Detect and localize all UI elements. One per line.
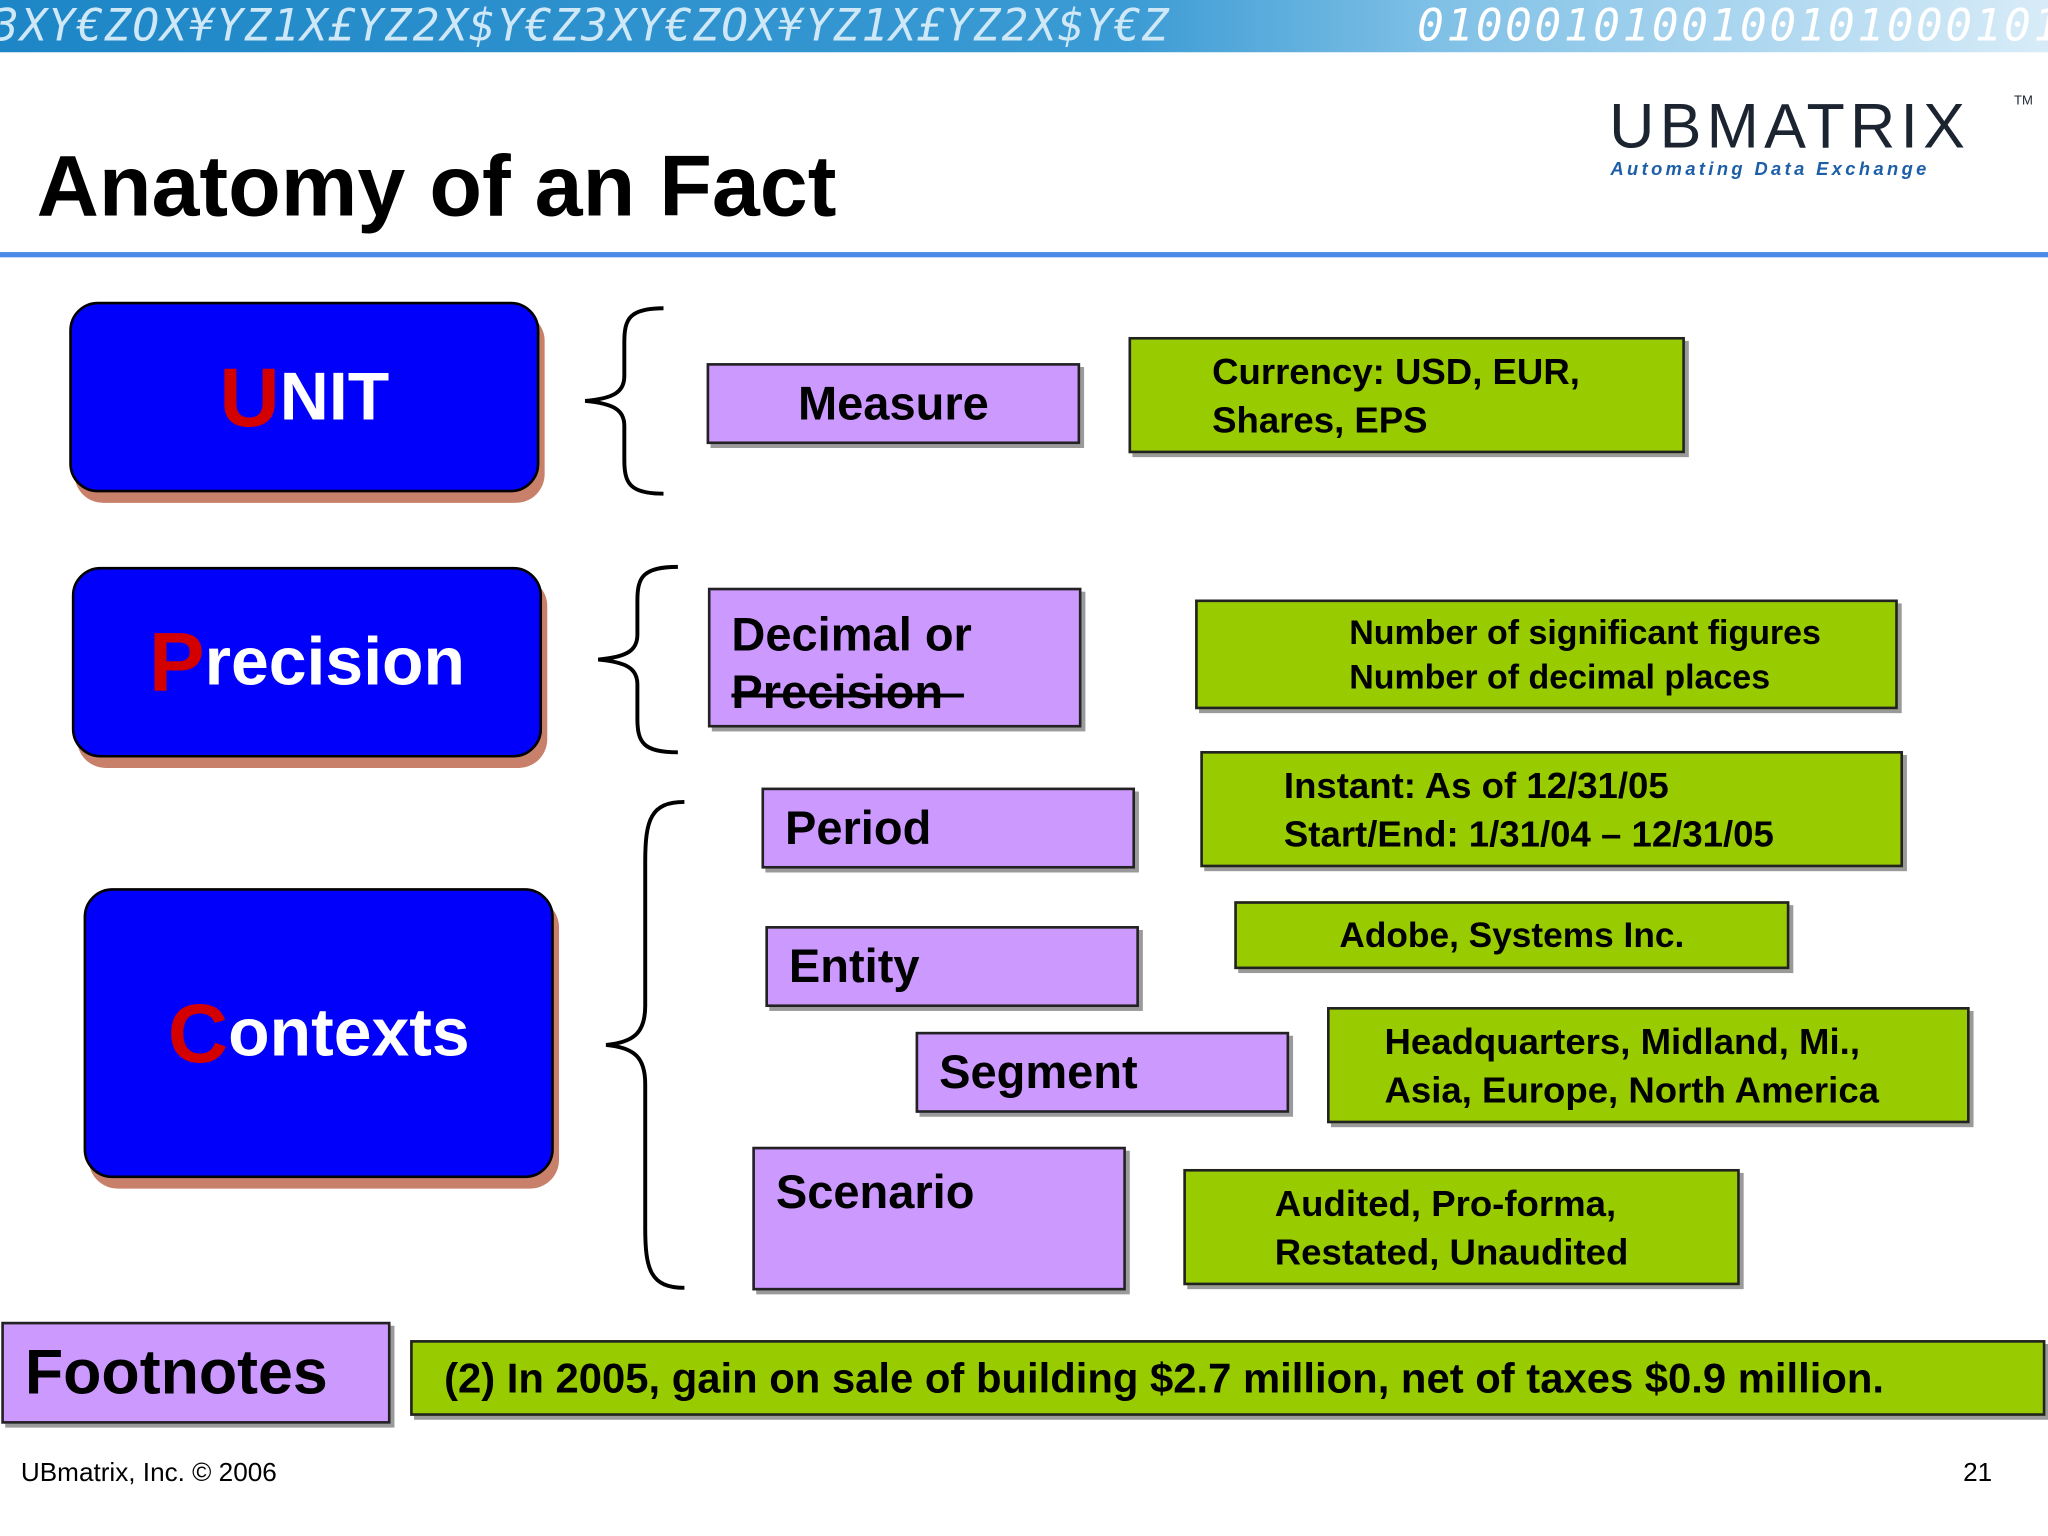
- category-rest: ontexts: [228, 995, 470, 1072]
- example-period: Instant: As of 12/31/05 Start/End: 1/31/…: [1200, 751, 1904, 868]
- brace-precision: [598, 564, 678, 755]
- property-entity: Entity: [765, 926, 1139, 1008]
- company-logo: UBMATRIX: [1609, 92, 1971, 162]
- example-line: Start/End: 1/31/04 – 12/31/05: [1283, 813, 1774, 854]
- category-rest: recision: [204, 624, 466, 701]
- category-initial: P: [148, 615, 205, 710]
- example-line: (2) In 2005, gain on sale of building $2…: [444, 1353, 1885, 1401]
- property-period: Period: [761, 787, 1136, 869]
- property-scenario: Scenario: [752, 1146, 1126, 1291]
- example-scenario: Audited, Pro-forma, Restated, Unaudited: [1183, 1168, 1740, 1286]
- example-line: Audited, Pro-forma,: [1274, 1182, 1617, 1224]
- logo-tagline: Automating Data Exchange: [1610, 158, 1930, 179]
- brace-unit: [584, 306, 664, 496]
- header-banner: ЗXY€ZOX¥YZ1X£YZ2X$Y€Z3XY€ZOX¥YZ1X£YZ2X$Y…: [0, 0, 2048, 53]
- example-line: Number of significant figures: [1349, 612, 1821, 652]
- example-entity: Adobe, Systems Inc.: [1234, 901, 1790, 970]
- example-line: Currency: USD, EUR,: [1212, 350, 1580, 392]
- example-segment: Headquarters, Midland, Mi., Asia, Europe…: [1327, 1007, 1970, 1124]
- banner-symbols: ЗXY€ZOX¥YZ1X£YZ2X$Y€Z3XY€ZOX¥YZ1X£YZ2X$Y…: [0, 0, 1170, 53]
- page-number: 21: [1963, 1458, 1993, 1488]
- example-line: Adobe, Systems Inc.: [1339, 914, 1685, 955]
- example-precision: Number of significant figures Number of …: [1195, 599, 1898, 710]
- header-rule: [0, 252, 2048, 258]
- example-line: Instant: As of 12/31/05: [1283, 764, 1669, 806]
- brace-contexts: [605, 799, 685, 1290]
- example-unit: Currency: USD, EUR, Shares, EPS: [1128, 336, 1685, 454]
- property-footnotes: Footnotes: [1, 1321, 391, 1424]
- example-line: Number of decimal places: [1349, 656, 1771, 697]
- category-rest: NIT: [279, 359, 390, 435]
- slide-title: Anatomy of an Fact: [36, 137, 837, 234]
- example-line: Asia, Europe, North America: [1384, 1069, 1880, 1110]
- property-precision-struck: Precision: [731, 664, 965, 721]
- example-line: Restated, Unaudited: [1274, 1231, 1629, 1272]
- footer-copyright: UBmatrix, Inc. © 2006: [20, 1458, 277, 1488]
- trademark-mark: TM: [2014, 94, 2033, 109]
- category-initial: U: [219, 350, 280, 445]
- property-segment: Segment: [915, 1031, 1290, 1113]
- example-line: Headquarters, Midland, Mi.,: [1384, 1020, 1860, 1062]
- category-initial: C: [167, 986, 229, 1081]
- banner-binary: 0100010100100101000101: [1417, 0, 2048, 53]
- example-line: Shares, EPS: [1212, 399, 1428, 440]
- example-footnote: (2) In 2005, gain on sale of building $2…: [410, 1340, 2046, 1416]
- property-measure: Measure: [706, 363, 1081, 445]
- property-decimal-label: Decimal or: [731, 607, 972, 661]
- category-unit: U NIT: [69, 301, 540, 493]
- property-decimal-or-precision: Decimal or Precision: [707, 587, 1082, 728]
